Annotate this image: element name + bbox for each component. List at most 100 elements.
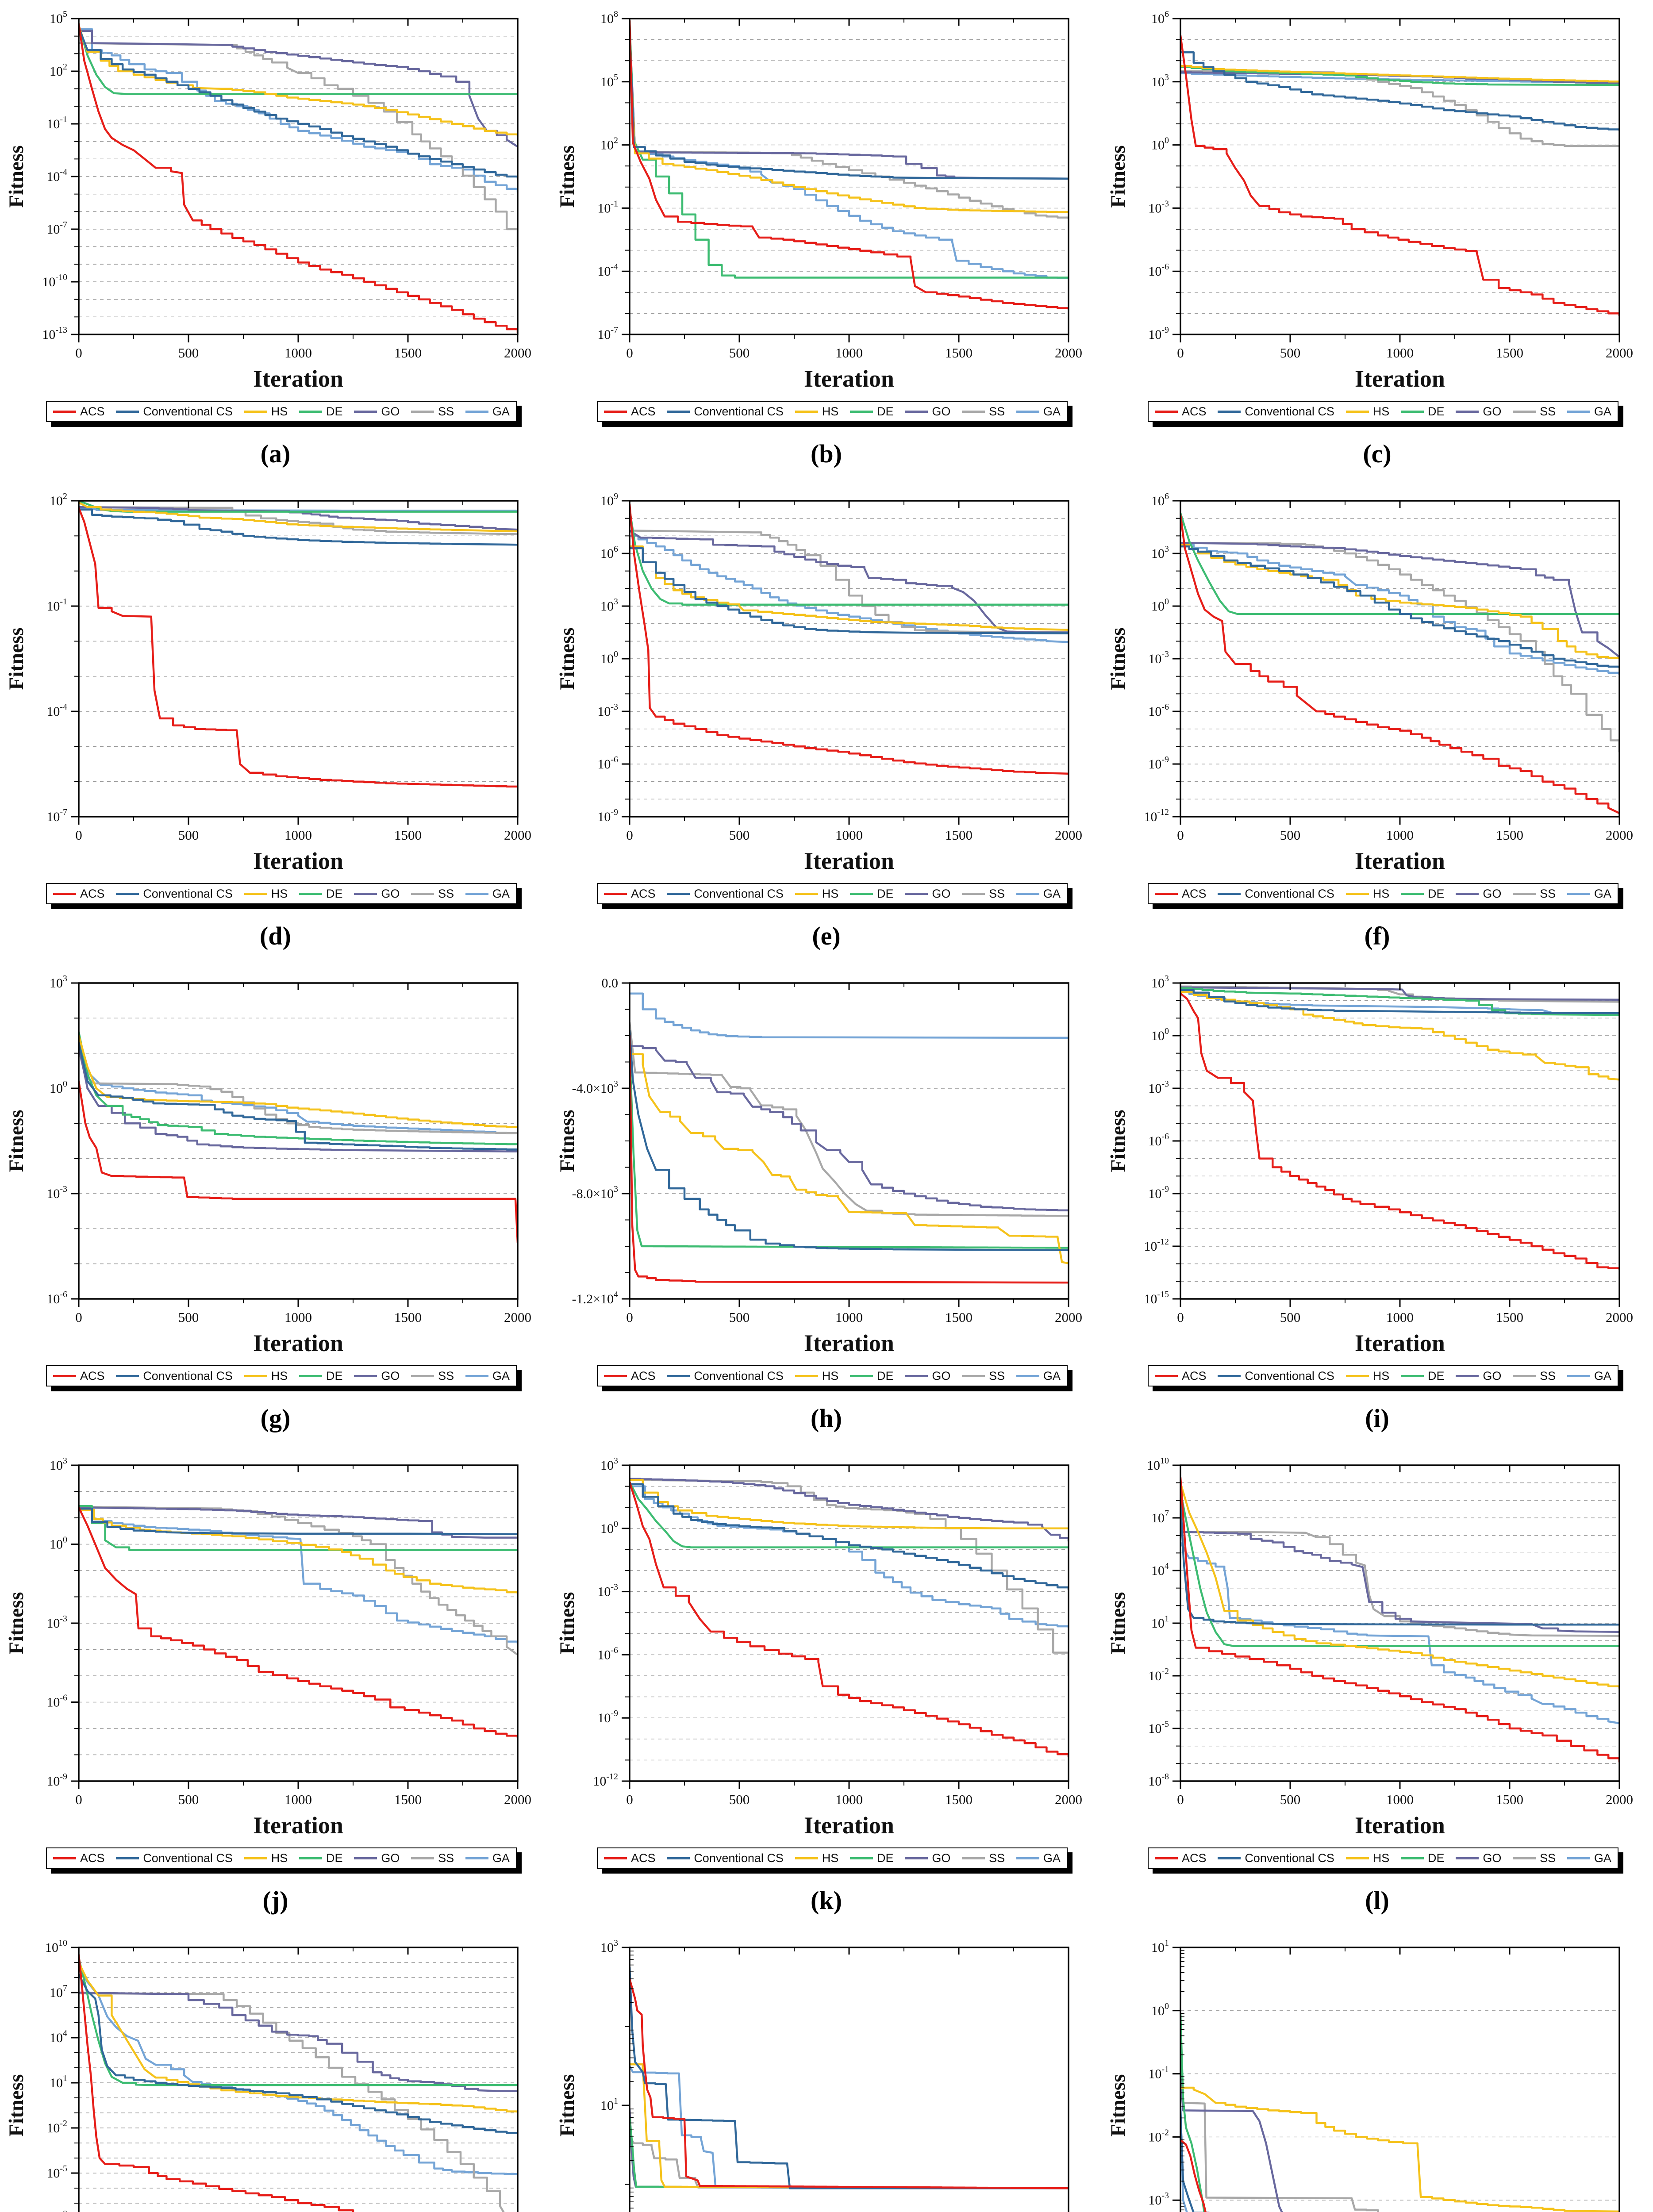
- legend-label: HS: [271, 1369, 288, 1382]
- x-tick-label: 2000: [1606, 1792, 1633, 1807]
- y-axis-label: Fitness: [1107, 146, 1130, 208]
- legend-g: ACS Conventional CS HS DE GO SS GA: [46, 1365, 517, 1386]
- subplot-caption-c: (c): [1363, 439, 1392, 468]
- y-tick-label: 10-6: [46, 1693, 67, 1710]
- y-axis-label: Fitness: [5, 2074, 28, 2137]
- legend-item-ACS: ACS: [1155, 405, 1207, 419]
- y-axis-label: Fitness: [556, 2074, 579, 2137]
- legend-swatch-Conventional-CS: [116, 1375, 139, 1377]
- legend-label: DE: [1428, 1851, 1445, 1865]
- legend-swatch-SS: [1513, 1857, 1536, 1859]
- legend-swatch-GO: [905, 1857, 928, 1859]
- subplot-j: 10-9 10-6 10-3 100 103 0 500 1000 1500 2000 Fitnes…: [0, 1447, 551, 1929]
- x-tick-label: 500: [178, 1792, 199, 1807]
- y-tick-label: 100: [600, 1519, 618, 1536]
- x-tick-label: 1000: [284, 1310, 312, 1325]
- legend-item-SS: SS: [411, 887, 454, 901]
- legend-swatch-SS: [1513, 1375, 1536, 1377]
- x-tick-label: 500: [1280, 1310, 1301, 1325]
- legend-swatch-GO: [905, 1375, 928, 1377]
- legend-item-DE: DE: [850, 405, 894, 419]
- legend-item-HS: HS: [795, 1369, 838, 1383]
- legend-swatch-GO: [354, 1375, 377, 1377]
- legend-label: GO: [1483, 1369, 1502, 1382]
- series-group-g: [79, 1031, 518, 1244]
- x-tick-label: 2000: [504, 827, 531, 843]
- series-line-GO: [79, 1045, 518, 1153]
- legend-swatch-DE: [1401, 1857, 1424, 1859]
- legend-item-Conventional-CS: Conventional CS: [1218, 1369, 1334, 1383]
- series-line-DE: [1180, 512, 1619, 615]
- legend-swatch-HS: [1345, 1857, 1369, 1859]
- legend-item-ACS: ACS: [53, 405, 105, 419]
- legend-item-DE: DE: [1401, 887, 1445, 901]
- subplot-i: 10-15 10-12 10-9 10-6 10-3 100 103 0 500 1000 1500…: [1102, 964, 1653, 1447]
- legend-swatch-HS: [244, 1375, 267, 1377]
- y-tick-label: 100: [600, 649, 618, 666]
- x-tick-label: 1500: [394, 827, 422, 843]
- gridlines-e: [630, 518, 1069, 799]
- legend-swatch-Conventional-CS: [667, 892, 690, 895]
- x-tick-label: 500: [1280, 1792, 1301, 1807]
- legend-label: ACS: [80, 1369, 105, 1382]
- series-line-GO: [79, 1991, 518, 2092]
- series-line-ACS: [1180, 514, 1619, 814]
- legend-swatch-SS: [962, 892, 985, 895]
- gridlines-a: [79, 35, 518, 317]
- legend-item-GO: GO: [354, 1851, 400, 1865]
- legend-item-Conventional-CS: Conventional CS: [667, 1369, 784, 1383]
- y-axis-label: Fitness: [5, 146, 28, 208]
- legend-swatch-GA: [1567, 892, 1590, 895]
- y-axis-ticks: 10-13 10-10 10-7 10-4 10-1 102 105: [42, 9, 79, 342]
- legend-label: GA: [1594, 887, 1611, 900]
- y-tick-label: 100: [50, 1535, 67, 1552]
- series-line-ACS: [630, 1481, 1069, 1758]
- plot-frame: [1180, 1947, 1620, 2212]
- y-tick-label: 10-2: [1148, 1667, 1169, 1683]
- legend-item-SS: SS: [411, 1369, 454, 1383]
- series-line-SS: [630, 34, 1069, 220]
- x-tick-label: 500: [729, 1310, 750, 1325]
- legend-item-GO: GO: [905, 887, 950, 901]
- series-line-GO: [1180, 541, 1619, 658]
- legend-swatch-DE: [299, 892, 323, 895]
- legend-label: GO: [381, 1369, 400, 1382]
- legend-item-DE: DE: [1401, 405, 1445, 419]
- x-tick-label: 500: [178, 827, 199, 843]
- x-tick-label: 0: [75, 1792, 82, 1807]
- y-tick-label: 10-3: [1148, 649, 1169, 666]
- y-tick-label: 101: [1151, 1614, 1169, 1631]
- legend-label: DE: [877, 404, 894, 418]
- x-tick-label: 500: [1280, 827, 1301, 843]
- legend-swatch-DE: [850, 410, 873, 413]
- series-line-HS: [630, 2063, 1069, 2189]
- y-tick-label: 10-1: [46, 597, 67, 614]
- legend-item-SS: SS: [962, 1369, 1005, 1383]
- y-tick-label: 10-4: [597, 262, 618, 279]
- y-tick-label: 103: [600, 1456, 618, 1473]
- y-tick-label: 107: [50, 1983, 67, 2000]
- series-line-GO: [79, 506, 518, 531]
- legend-item-ACS: ACS: [1155, 887, 1207, 901]
- legend-swatch-GO: [354, 892, 377, 895]
- legend-swatch-Conventional-CS: [116, 1857, 139, 1859]
- legend-item-GA: GA: [1016, 1851, 1061, 1865]
- subplot-l: 10-8 10-5 10-2 101 104 107 1010 0 500 1000 1500 200…: [1102, 1447, 1653, 1929]
- series-line-Conventional-CS: [630, 547, 1069, 634]
- y-tick-label: 106: [600, 544, 618, 561]
- series-line-Conventional-CS: [630, 1029, 1069, 1252]
- legend-label: SS: [1540, 404, 1556, 418]
- legend-swatch-HS: [244, 892, 267, 895]
- subplot-k: 10-12 10-9 10-6 10-3 100 103 0 500 1000 1500 2000 F…: [551, 1447, 1102, 1929]
- legend-item-GO: GO: [354, 887, 400, 901]
- legend-label: SS: [989, 404, 1005, 418]
- x-tick-label: 1500: [1496, 345, 1523, 361]
- legend-swatch-GA: [465, 1375, 488, 1377]
- y-tick-label: 10-9: [1148, 325, 1169, 342]
- subplot-caption-d: (d): [260, 922, 291, 950]
- subplot-caption-g: (g): [260, 1404, 291, 1432]
- legend-swatch-GO: [1456, 892, 1479, 895]
- legend-j: ACS Conventional CS HS DE GO SS GA: [46, 1847, 517, 1869]
